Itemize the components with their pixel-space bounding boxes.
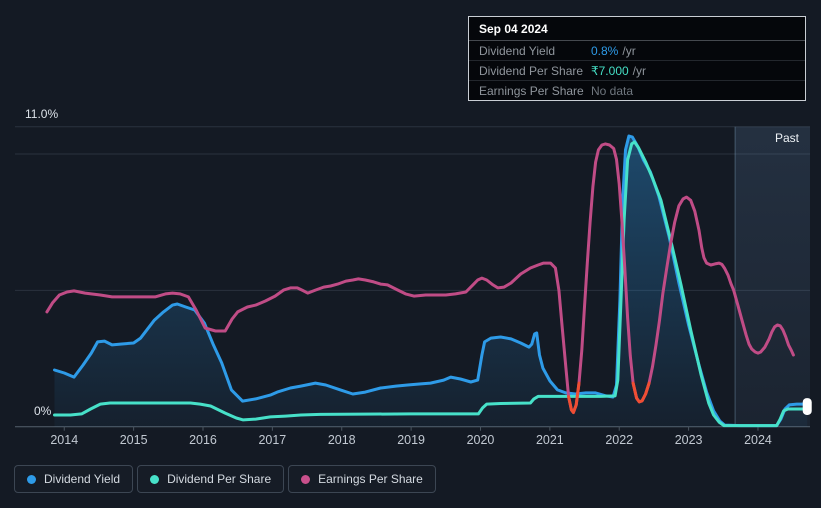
legend-dot — [301, 474, 311, 484]
x-axis-label: 2018 — [328, 433, 356, 447]
chart-tooltip: Sep 04 2024 Dividend Yield 0.8%/yr Dividen… — [468, 16, 806, 101]
legend-label: Earnings Per Share — [318, 472, 423, 486]
tooltip-row-label: Dividend Yield — [479, 44, 556, 58]
tooltip-row-value: No data — [591, 84, 634, 98]
tooltip-row-unit: /yr — [632, 64, 647, 78]
x-axis-label: 2021 — [536, 433, 564, 447]
legend-dot — [27, 474, 36, 484]
earnings-per-share-negative-segment — [567, 381, 581, 414]
x-axis-label: 2016 — [189, 433, 217, 447]
tooltip-row: Earnings Per Share No data — [469, 80, 805, 100]
dividend-per-share-line — [53, 140, 809, 428]
tooltip-row-label: Earnings Per Share — [479, 84, 584, 98]
x-axis-label: 2024 — [744, 433, 772, 447]
earnings-per-share-negative-segment — [631, 381, 651, 404]
legend-item-dividend-yield[interactable]: Dividend Yield — [14, 465, 134, 493]
tooltip-date: Sep 04 2024 — [469, 17, 805, 41]
tooltip-row-label: Dividend Per Share — [479, 64, 584, 78]
x-axis-label: 2017 — [258, 433, 286, 447]
legend-dot — [150, 474, 160, 484]
tooltip-row: Dividend Yield 0.8%/yr — [469, 41, 805, 60]
tooltip-row-value: ₹7.000 — [591, 64, 629, 78]
tooltip-row: Dividend Per Share ₹7.000/yr — [469, 60, 805, 80]
x-axis-label: 2014 — [50, 433, 78, 447]
legend-item-earnings-per-share[interactable]: Earnings Per Share — [288, 465, 436, 493]
legend-item-dividend-per-share[interactable]: Dividend Per Share — [137, 465, 285, 493]
y-axis-max-label: 11.0% — [25, 107, 59, 121]
chart-canvas: 2014 2015 2016 2017 2018 2019 2020 2021 2022 2023… — [15, 126, 812, 447]
legend-label: Dividend Per Share — [167, 472, 272, 486]
past-region-overlay — [735, 126, 810, 427]
tooltip-row-unit: /yr — [622, 44, 636, 58]
x-axis-label: 2023 — [675, 433, 703, 447]
past-region-label: Past — [774, 131, 799, 145]
chart-legend: Dividend Yield Dividend Per Share Earnings… — [14, 465, 436, 493]
x-axis-label: 2015 — [120, 433, 148, 447]
tooltip-row-value: 0.8% — [591, 44, 619, 58]
y-axis-zero-label: 0% — [34, 404, 52, 418]
x-axis-label: 2022 — [605, 433, 633, 447]
x-axis-label: 2020 — [467, 433, 495, 447]
current-value-marker — [802, 398, 812, 415]
x-axis-label: 2019 — [397, 433, 425, 447]
legend-label: Dividend Yield — [44, 472, 121, 486]
